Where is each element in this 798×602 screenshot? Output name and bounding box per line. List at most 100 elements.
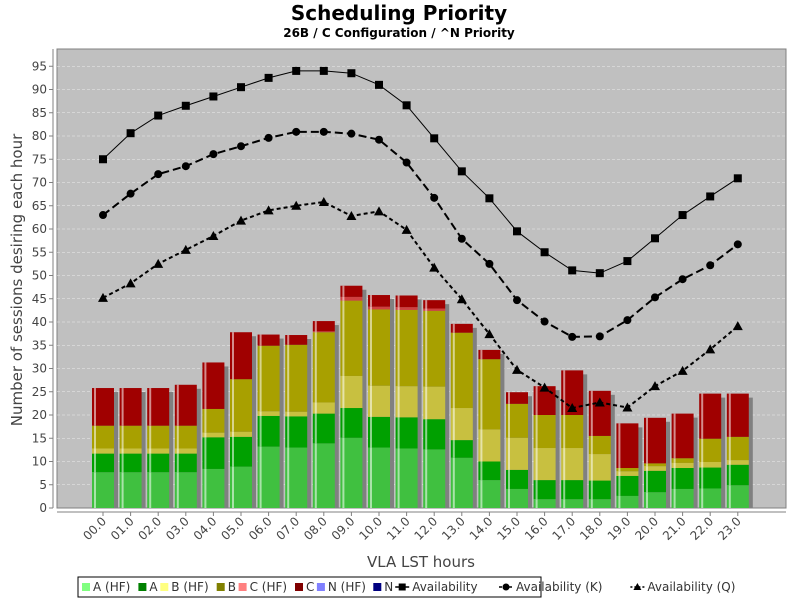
bar-segment xyxy=(671,413,694,459)
marker-circle xyxy=(402,158,411,167)
marker-triangle xyxy=(236,215,246,225)
bar-highlight xyxy=(701,393,704,439)
bar-highlight xyxy=(94,388,96,426)
bar-highlight xyxy=(204,432,207,438)
bar-segment xyxy=(368,309,390,386)
bar-segment xyxy=(119,388,142,426)
bar-highlight xyxy=(646,470,648,493)
bar-segment xyxy=(340,285,363,297)
marker-square xyxy=(237,83,245,92)
bar-highlight xyxy=(618,495,621,508)
y-tick-label: 55 xyxy=(32,245,47,259)
legend-label: B (HF) xyxy=(171,580,208,594)
x-tick-label: 04.0 xyxy=(191,514,220,543)
y-tick-label: 10 xyxy=(32,455,47,469)
bar-segment xyxy=(561,480,584,500)
bar-highlight xyxy=(480,429,483,462)
x-tick-label: 18.0 xyxy=(577,514,606,543)
bar-segment xyxy=(92,388,114,426)
marker-square xyxy=(264,73,273,82)
marker-circle xyxy=(237,142,245,151)
bar-highlight xyxy=(535,415,538,449)
bar-segment xyxy=(119,425,142,449)
bar-highlight xyxy=(452,457,455,508)
marker-triangle xyxy=(98,292,108,302)
marker-square xyxy=(540,248,549,257)
chart-title: Scheduling Priority xyxy=(291,1,507,25)
bar-highlight xyxy=(535,499,538,508)
legend-marker-square xyxy=(398,583,406,591)
bar-segment xyxy=(726,464,749,486)
y-tick-label: 30 xyxy=(32,362,47,376)
bar-highlight xyxy=(618,423,621,469)
bar-segment xyxy=(699,488,722,508)
bar-highlight xyxy=(425,308,428,311)
bar-segment xyxy=(478,480,501,508)
y-tick-label: 90 xyxy=(32,83,47,97)
legend-marker-triangle xyxy=(633,583,642,590)
bar-segment xyxy=(533,415,556,449)
bar-highlight xyxy=(259,415,262,447)
bar-highlight xyxy=(701,467,704,489)
marker-square xyxy=(595,269,604,278)
legend-swatch xyxy=(238,583,247,591)
legend-swatch xyxy=(138,583,147,591)
bar-highlight xyxy=(342,375,345,409)
bar-segment xyxy=(147,453,170,473)
bar-segment xyxy=(699,461,722,468)
bar-highlight xyxy=(508,403,510,438)
bar-highlight xyxy=(149,425,152,449)
marker-square xyxy=(402,101,411,110)
marker-triangle xyxy=(153,258,164,268)
y-tick-label: 35 xyxy=(32,338,47,352)
x-tick-label: 02.0 xyxy=(136,514,165,543)
bar-highlight xyxy=(259,411,262,416)
x-tick-label: 14.0 xyxy=(467,514,496,543)
bar-highlight xyxy=(425,449,428,508)
x-tick-label: 11.0 xyxy=(384,514,413,543)
marker-circle xyxy=(485,259,494,268)
bar-highlight xyxy=(287,447,290,508)
bar-segment xyxy=(450,457,473,508)
marker-circle xyxy=(733,240,742,249)
bar-segment xyxy=(312,321,335,332)
line-square xyxy=(102,70,739,274)
y-tick-label: 45 xyxy=(32,292,47,306)
bar-highlight xyxy=(701,488,704,508)
bar-segment xyxy=(202,432,225,438)
y-tick-label: 5 xyxy=(39,478,47,492)
bar-highlight xyxy=(673,458,676,463)
bar-highlight xyxy=(232,332,234,380)
bar-highlight xyxy=(728,464,731,486)
bar-highlight xyxy=(176,384,179,426)
bar-highlight xyxy=(646,466,648,471)
bar-segment xyxy=(644,466,666,471)
bar-highlight xyxy=(314,331,317,333)
bar-highlight xyxy=(287,335,290,345)
bar-segment xyxy=(533,480,556,500)
legend-swatch xyxy=(160,583,169,591)
marker-square xyxy=(706,192,715,201)
bar-highlight xyxy=(508,469,510,489)
marker-square xyxy=(651,234,659,243)
bar-segment xyxy=(450,323,473,333)
bar-highlight xyxy=(121,425,124,449)
marker-circle xyxy=(181,162,190,171)
marker-circle xyxy=(457,234,466,243)
bar-highlight xyxy=(94,448,96,454)
bar-segment xyxy=(561,499,584,508)
bar-highlight xyxy=(425,310,428,387)
bar-segment xyxy=(450,440,473,458)
legend-label: A (HF) xyxy=(93,580,130,594)
bar-highlight xyxy=(425,386,428,420)
marker-circle xyxy=(375,135,383,144)
bar-highlight xyxy=(342,437,345,508)
marker-square xyxy=(126,129,135,138)
bar-segment xyxy=(423,310,446,387)
bar-segment xyxy=(395,307,418,310)
bar-highlight xyxy=(563,480,566,500)
bar-highlight xyxy=(314,402,317,414)
legend-label: C (HF) xyxy=(250,580,287,594)
bar-highlight xyxy=(535,480,538,500)
